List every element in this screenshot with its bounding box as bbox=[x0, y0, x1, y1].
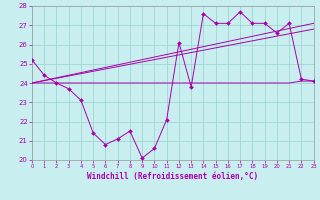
X-axis label: Windchill (Refroidissement éolien,°C): Windchill (Refroidissement éolien,°C) bbox=[87, 172, 258, 181]
